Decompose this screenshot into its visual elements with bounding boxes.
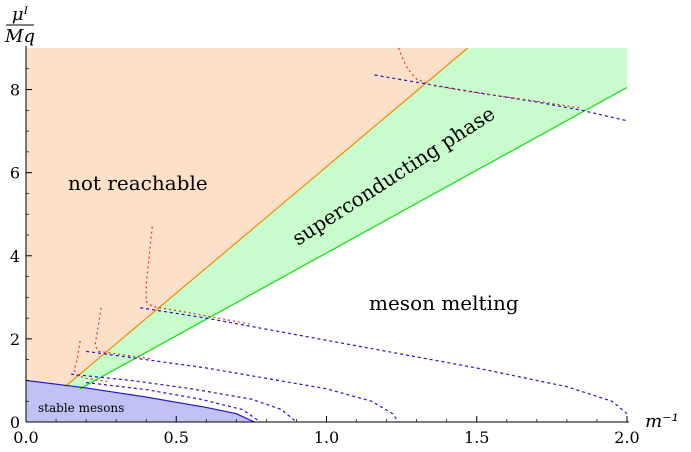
series-meson-curve-1 bbox=[374, 74, 628, 122]
y-tick-label: 8 bbox=[10, 81, 20, 100]
x-axis-label: m⁻¹ bbox=[645, 411, 679, 432]
y-tick-label: 2 bbox=[10, 330, 20, 349]
y-axis-label-numerator: μᴵ bbox=[12, 4, 29, 25]
region-not-reachable bbox=[26, 48, 468, 387]
x-tick-label: 0.5 bbox=[164, 428, 189, 447]
region-superconducting bbox=[65, 48, 627, 389]
x-tick-label: 1.0 bbox=[314, 428, 339, 447]
region-label-stable-mesons: stable mesons bbox=[38, 401, 124, 415]
series-meson-curve-2 bbox=[140, 307, 628, 415]
series-red-4 bbox=[73, 340, 111, 383]
region-label-meson-melting: meson melting bbox=[369, 291, 519, 315]
series-meson-curve-5 bbox=[86, 381, 261, 423]
series-meson-curve-4 bbox=[71, 373, 297, 423]
y-tick-label: 6 bbox=[10, 164, 20, 183]
series-red-3 bbox=[94, 307, 153, 360]
x-tick-label: 0.0 bbox=[13, 428, 38, 447]
y-tick-label: 4 bbox=[10, 247, 20, 266]
region-label-not-reachable: not reachable bbox=[68, 171, 208, 195]
region-stable-mesons bbox=[26, 380, 255, 422]
x-tick-label: 2.0 bbox=[614, 428, 639, 447]
series-red-2 bbox=[145, 226, 252, 325]
y-tick-label: 0 bbox=[10, 413, 20, 432]
y-axis-label-denominator: Mq bbox=[4, 26, 35, 47]
series-meson-curve-3 bbox=[86, 350, 400, 423]
series-red-1 bbox=[398, 47, 583, 109]
series-lower-boundary bbox=[79, 86, 628, 390]
series-stable-boundary bbox=[25, 379, 255, 423]
series-upper-boundary bbox=[64, 47, 469, 388]
x-tick-label: 1.5 bbox=[464, 428, 489, 447]
